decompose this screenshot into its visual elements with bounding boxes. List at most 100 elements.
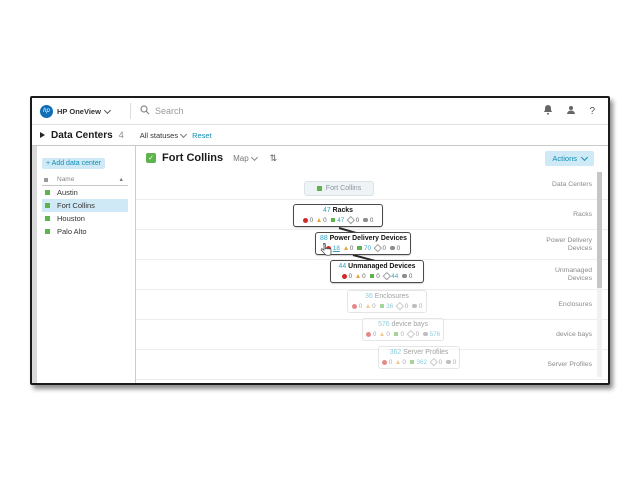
status-count-unknown[interactable]: 0 (402, 273, 412, 280)
status-count-warning[interactable]: 0 (356, 273, 366, 280)
node-count-link[interactable]: 44 (338, 263, 347, 270)
status-count-ok[interactable]: 0 (393, 331, 404, 338)
add-data-center-button[interactable]: + Add data center (42, 158, 106, 169)
critical-status-icon (341, 273, 347, 279)
status-count-critical[interactable]: 0 (351, 303, 362, 310)
help-icon[interactable]: ? (589, 105, 595, 117)
sidebar-list-header[interactable]: Name ▲ (42, 170, 128, 186)
status-filter-dropdown[interactable]: All statuses (139, 130, 188, 140)
status-count-value: 18 (332, 244, 340, 252)
map-node-unmanaged-devices[interactable]: 44 Unmanaged Devices 0 0 0 44 0 (330, 260, 424, 283)
status-count-value: 0 (355, 216, 360, 224)
status-count-warning[interactable]: 0 (380, 331, 390, 338)
status-count-unknown[interactable]: 576 (423, 331, 440, 338)
unknown-status-icon (423, 331, 428, 337)
unknown-status-icon (390, 245, 395, 251)
node-name: Power Delivery Devices (327, 235, 407, 242)
status-count-critical[interactable]: 0 (341, 273, 352, 280)
status-count-unknown[interactable]: 0 (363, 217, 373, 224)
map-lane: Data Centers (136, 170, 608, 200)
sidebar-item-houston[interactable]: Houston (42, 212, 128, 225)
status-count-disabled[interactable]: 0 (396, 302, 408, 311)
map-lane: Racks (136, 200, 608, 230)
map-node-enclosures[interactable]: 36 Enclosures 0 0 36 0 0 (347, 290, 427, 313)
status-count-value: 0 (382, 244, 387, 252)
status-count-critical[interactable]: 0 (302, 216, 314, 224)
status-count-disabled[interactable]: 0 (347, 216, 360, 225)
status-count-ok[interactable]: 47 (330, 217, 344, 224)
status-count-ok[interactable]: 36 (379, 302, 394, 310)
status-count-value: 0 (372, 330, 377, 338)
ok-status-icon (393, 331, 399, 337)
data-center-list: Austin Fort Collins Houston Palo Alto (42, 186, 135, 238)
collapse-expand-icon[interactable]: ⇅ (269, 152, 278, 163)
status-count-warning[interactable]: 0 (396, 359, 406, 366)
status-count-warning[interactable]: 0 (343, 245, 353, 252)
divider (130, 103, 131, 119)
ok-status-icon (369, 273, 375, 279)
reset-link[interactable]: Reset (192, 130, 212, 140)
map-scrollbar-thumb[interactable] (597, 172, 602, 288)
sidebar-item-fort-collins[interactable]: Fort Collins (42, 199, 128, 212)
node-title: 88 Power Delivery Devices (320, 235, 407, 244)
node-title: 47 Racks (298, 207, 378, 216)
disabled-status-icon (406, 330, 415, 339)
node-count-link[interactable]: 576 (378, 321, 390, 328)
actions-button-label: Actions (552, 153, 577, 163)
lane-label: Unmanaged Devices (554, 266, 592, 282)
map-node-racks[interactable]: 47 Racks 0 0 47 0 0 (293, 204, 383, 227)
critical-status-icon (302, 217, 308, 223)
data-center-name: Houston (57, 214, 85, 223)
critical-status-icon (381, 359, 387, 365)
map-node-device-bays[interactable]: 576 device bays 0 0 0 0 576 (362, 318, 444, 341)
sidebar-item-austin[interactable]: Austin (42, 186, 128, 199)
status-count-value: 576 (429, 330, 441, 338)
top-bar: hp HP OneView Search ? (32, 98, 608, 125)
brand-menu[interactable]: hp HP OneView (32, 104, 130, 118)
sidebar-scrollbar[interactable] (32, 146, 37, 383)
status-ok-icon (316, 186, 322, 191)
status-count-warning[interactable]: 0 (366, 303, 376, 310)
map-lane: Server Profiles (136, 350, 608, 380)
status-count-critical[interactable]: 0 (365, 330, 377, 338)
node-count-link[interactable]: 36 (365, 293, 373, 300)
status-count-value: 0 (376, 272, 380, 280)
status-filter-label: All statuses (139, 130, 179, 140)
status-count-unknown[interactable]: 0 (412, 303, 422, 310)
disabled-status-icon (347, 216, 355, 225)
expand-panel-icon[interactable] (40, 132, 45, 138)
status-count-unknown[interactable]: 0 (446, 359, 456, 366)
node-name: Unmanaged Devices (346, 263, 416, 270)
user-icon[interactable] (566, 102, 576, 120)
status-count-value: 70 (363, 244, 371, 252)
map-node-power-delivery-devices[interactable]: 88 Power Delivery Devices 18 0 70 0 0 (315, 232, 411, 255)
status-count-ok[interactable]: 0 (369, 272, 380, 280)
node-name: device bays (389, 321, 428, 328)
status-count-value: 0 (309, 216, 314, 224)
data-center-name: Fort Collins (57, 201, 95, 210)
chevron-down-icon (180, 130, 188, 138)
view-selector-dropdown[interactable]: Map (233, 153, 258, 163)
status-count-disabled[interactable]: 0 (429, 358, 442, 367)
node-count-link[interactable]: 47 (323, 207, 331, 214)
status-count-ok[interactable]: 362 (409, 359, 427, 366)
status-ok-icon: ✓ (146, 153, 156, 163)
status-count-disabled[interactable]: 0 (373, 244, 387, 253)
hp-logo-icon: hp (40, 104, 53, 118)
status-count-ok[interactable]: 70 (357, 245, 371, 252)
status-count-disabled[interactable]: 44 (382, 272, 398, 281)
notifications-icon[interactable] (543, 102, 553, 120)
status-count-unknown[interactable]: 0 (390, 245, 400, 252)
status-count-disabled[interactable]: 0 (406, 330, 419, 339)
lane-label: device bays (556, 330, 592, 338)
search-input[interactable]: Search (131, 102, 543, 120)
actions-button[interactable]: Actions (545, 150, 594, 166)
status-count-warning[interactable]: 0 (317, 217, 327, 224)
sidebar-item-palo-alto[interactable]: Palo Alto (42, 225, 128, 238)
node-count-link[interactable]: 362 (389, 349, 402, 356)
map-node-server-profiles[interactable]: 362 Server Profiles 0 0 362 0 0 (378, 346, 460, 369)
status-count-value: 36 (386, 302, 394, 310)
node-count-link[interactable]: 88 (320, 235, 328, 242)
status-count-critical[interactable]: 0 (381, 359, 392, 366)
map-node-context[interactable]: Fort Collins (304, 181, 374, 196)
